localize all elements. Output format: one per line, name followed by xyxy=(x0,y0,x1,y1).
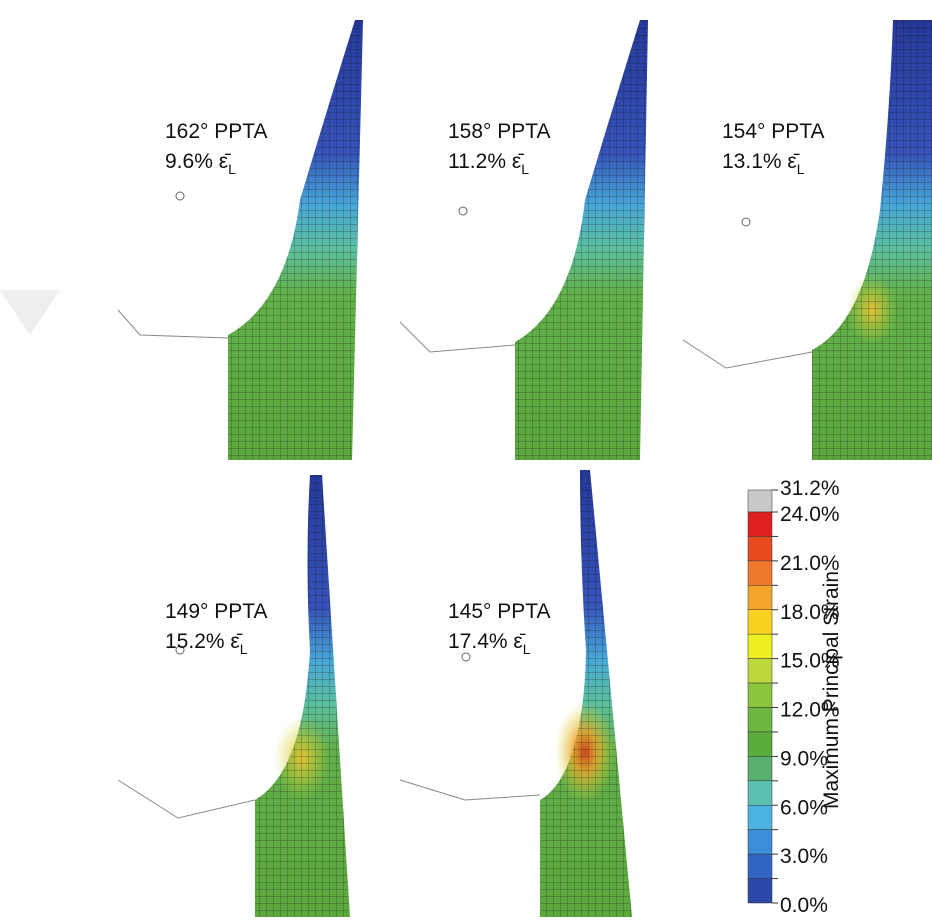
colorbar-band xyxy=(748,879,772,903)
marker xyxy=(742,218,750,226)
colorbar-band xyxy=(748,683,772,707)
mesh-grid xyxy=(255,475,350,917)
angle: 162° PPTA xyxy=(165,120,268,143)
strain-sub: L xyxy=(228,161,236,177)
mesh-grid xyxy=(812,20,932,460)
mesh-grid xyxy=(228,20,363,460)
colorbar-band xyxy=(748,490,772,512)
colorbar-label: 24.0% xyxy=(780,503,840,526)
angle: 154° PPTA xyxy=(722,120,825,143)
indenter xyxy=(400,780,540,800)
figure: 162° PPTA 9.6% ε̄L 158° PPTA 11.2% ε̄L 1… xyxy=(0,0,932,917)
colorbar-title: Maximum Principal Strain xyxy=(820,571,843,809)
angle: 158° PPTA xyxy=(448,120,551,143)
strain: 17.4% ε̄L xyxy=(448,630,531,657)
colorbar-band xyxy=(748,536,772,560)
colorbar-band xyxy=(748,659,772,683)
colorbar-band xyxy=(748,561,772,585)
indenter xyxy=(400,322,515,352)
colorbar-band xyxy=(748,830,772,854)
mesh-grid xyxy=(515,20,648,460)
decor xyxy=(0,290,60,335)
panel-5: 145° PPTA 17.4% ε̄L xyxy=(400,470,632,917)
strain: 13.1% ε̄L xyxy=(722,150,805,177)
marker xyxy=(462,653,470,661)
panel-1: 162° PPTA 9.6% ε̄L xyxy=(118,20,363,460)
indenter xyxy=(683,340,812,368)
colorbar-band xyxy=(748,756,772,780)
colorbar-band xyxy=(748,512,772,536)
colorbar-label: 3.0% xyxy=(780,845,828,868)
colorbar-band xyxy=(748,732,772,756)
marker xyxy=(459,207,467,215)
colorbar-band xyxy=(748,854,772,878)
colorbar-band xyxy=(748,585,772,609)
strain-value: 11.2% ε̄ xyxy=(448,150,524,173)
colorbar-band xyxy=(748,805,772,829)
colorbar-band xyxy=(748,708,772,732)
strain-value: 9.6% ε̄ xyxy=(165,150,231,173)
colorbar-label: 0.0% xyxy=(780,894,828,917)
mesh-grid xyxy=(540,470,632,917)
colorbar-label: 31.2% xyxy=(780,477,840,500)
colorbar-band xyxy=(748,634,772,658)
strain-value: 15.2% ε̄ xyxy=(165,630,243,653)
panel-4: 149° PPTA 15.2% ε̄L xyxy=(118,475,350,917)
strain: 15.2% ε̄L xyxy=(165,630,248,657)
strain: 11.2% ε̄L xyxy=(448,150,529,177)
strain-sub: L xyxy=(521,161,529,177)
colorbar-band xyxy=(748,781,772,805)
panel-3: 154° PPTA 13.1% ε̄L xyxy=(683,20,932,460)
strain-sub: L xyxy=(797,161,805,177)
strain-value: 17.4% ε̄ xyxy=(448,630,526,653)
strain: 9.6% ε̄L xyxy=(165,150,236,177)
panel-2: 158° PPTA 11.2% ε̄L xyxy=(400,20,648,460)
indenter xyxy=(118,310,228,338)
angle: 149° PPTA xyxy=(165,600,268,623)
colorbar-band xyxy=(748,610,772,634)
angle: 145° PPTA xyxy=(448,600,551,623)
strain-sub: L xyxy=(523,641,531,657)
indenter xyxy=(118,780,255,818)
strain-value: 13.1% ε̄ xyxy=(722,150,800,173)
strain-sub: L xyxy=(240,641,248,657)
marker xyxy=(176,192,184,200)
